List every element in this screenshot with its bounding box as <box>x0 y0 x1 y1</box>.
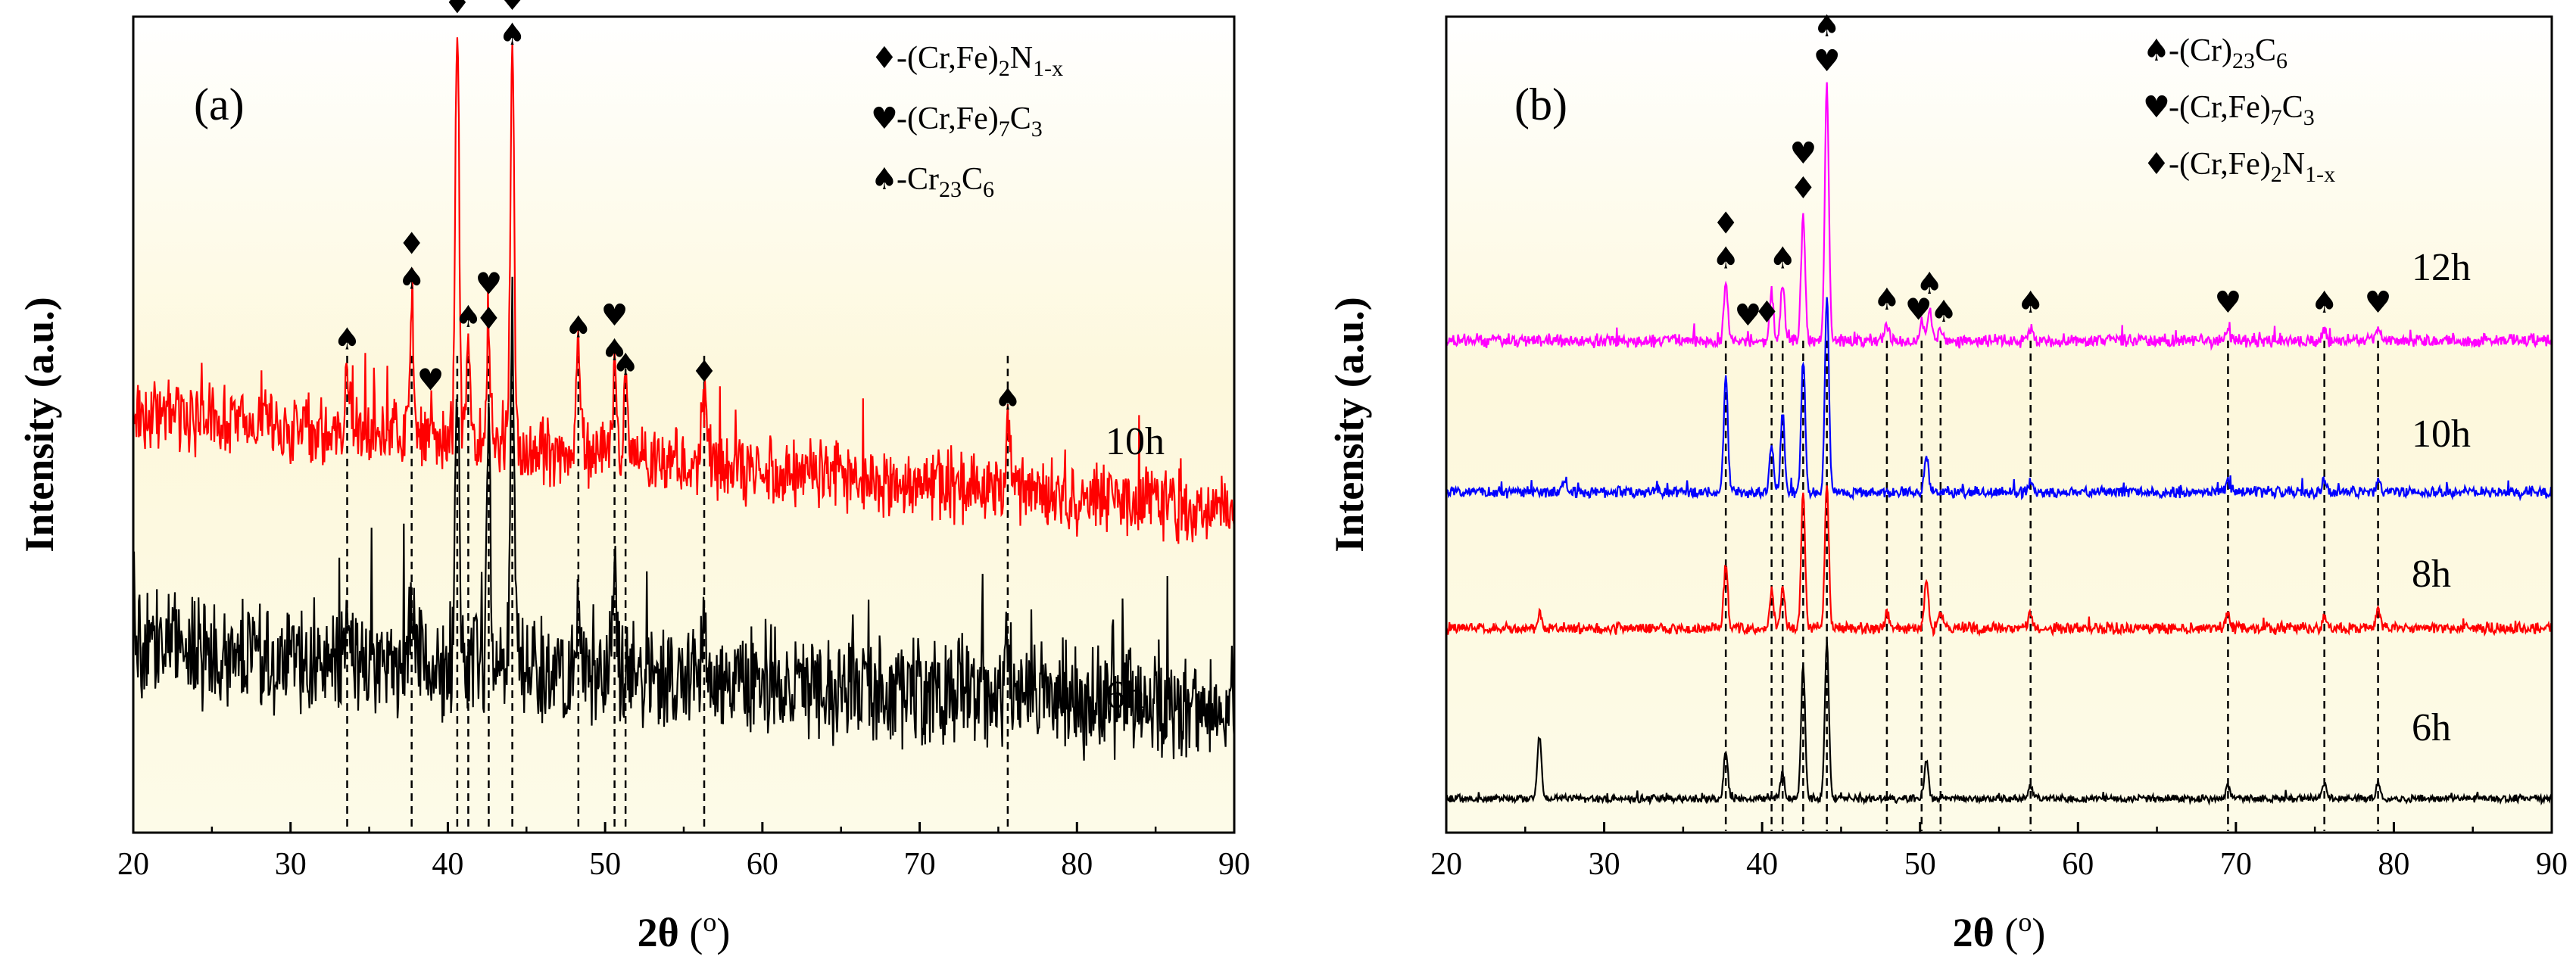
peak-marker: ♥ <box>1734 298 1761 333</box>
peak-marker: ♠ <box>1930 294 1957 329</box>
peak-marker: ♠ <box>1873 282 1901 317</box>
peak-marker: ♥ <box>2365 285 2392 320</box>
series-label-6h: 6h <box>2412 706 2451 749</box>
peak-marker: ♠ <box>1813 9 1841 44</box>
peak-marker: ♠ <box>601 333 628 368</box>
peak-marker: ♦ <box>1789 171 1817 206</box>
peak-annotations: ♠♦♠♥♦♠♥♦♥♠♠ ♥♠♠ ♦♠ <box>334 0 1021 417</box>
legend-symbol: ♦ <box>871 41 898 76</box>
y-axis-label: Intensity (a.u.) <box>1327 297 1372 553</box>
legend-entry: ♠-Cr23C6 <box>871 162 994 202</box>
x-axis-ticks: 20 30 40 50 60 70 80 90 <box>1430 822 2568 882</box>
peak-marker: ♦ <box>691 354 718 389</box>
series-group <box>1446 82 2552 806</box>
legend-label: -(Cr,Fe)2N1-x <box>2169 147 2335 187</box>
x-tick-label: 20 <box>117 847 149 882</box>
peak-marker: ♥ <box>2214 285 2241 320</box>
legend-label: -(Cr,Fe)7C3 <box>2169 90 2315 130</box>
panel-label: (b) <box>1514 79 1567 129</box>
peak-marker: ♦ <box>1712 206 1739 241</box>
peak-marker: ♠ <box>2017 285 2044 320</box>
series-label-12h: 12h <box>2412 246 2471 289</box>
series-line-6h <box>1446 641 2552 806</box>
series-line-10h <box>1446 297 2552 502</box>
peak-marker: ♥ <box>1789 136 1817 171</box>
peak-marker: ♠ <box>398 261 426 296</box>
peak-marker: ♠ <box>334 322 361 357</box>
x-tick-label: 80 <box>2378 847 2409 882</box>
plot-background <box>1446 17 2552 833</box>
series-line-8h <box>1446 485 2552 637</box>
x-tick-label: 30 <box>1589 847 1620 882</box>
peak-annotations: ♦♠♥♦♠♥♦♠♥♠ ♥♠♠ ♠ ♥ ♠ ♥ <box>1712 9 2391 333</box>
y-axis-label: Intensity (a.u.) <box>17 297 62 553</box>
legend-entry: ♥-(Cr,Fe)7C3 <box>2143 90 2315 130</box>
x-axis-ticks: 20 30 40 50 60 70 80 90 <box>117 822 1250 882</box>
legend-symbol: ♠ <box>2143 33 2170 68</box>
x-axis-label: 2θ (o) <box>1953 907 2046 955</box>
peak-marker: ♦ <box>476 302 503 337</box>
peak-marker: ♥ <box>417 363 444 398</box>
series-label-10h: 10h <box>1106 420 1165 463</box>
series-label-6h: 6h <box>1106 674 1145 717</box>
peak-marker: ♥ <box>1905 293 1932 328</box>
x-tick-label: 50 <box>1904 847 1936 882</box>
x-tick-label: 90 <box>2536 847 2568 882</box>
legend-symbol: ♠ <box>871 162 898 197</box>
peak-marker: ♠ <box>612 347 639 382</box>
peak-marker: ♠ <box>499 17 526 52</box>
legend-label: -(Cr,Fe)2N1-x <box>897 41 1063 81</box>
x-tick-label: 90 <box>1218 847 1250 882</box>
legend: ♠-(Cr)23C6 ♥-(Cr,Fe)7C3 ♦-(Cr,Fe)2N1-x <box>2143 33 2335 187</box>
peak-marker: ♠ <box>1916 266 1943 301</box>
series-line-10h <box>133 37 1234 544</box>
legend-symbol: ♦ <box>2143 147 2170 182</box>
peak-marker: ♥ <box>1813 44 1841 79</box>
peak-marker: ♦ <box>1753 295 1780 330</box>
x-tick-label: 20 <box>1430 847 1462 882</box>
peak-marker: ♠ <box>994 382 1021 417</box>
legend-entry: ♦-(Cr,Fe)2N1-x <box>2143 147 2335 187</box>
peak-marker: ♦ <box>398 226 426 261</box>
x-tick-label: 80 <box>1061 847 1093 882</box>
peak-marker: ♥ <box>499 0 526 17</box>
peak-marker: ♠ <box>1712 241 1739 276</box>
legend-label: -Cr23C6 <box>897 162 994 202</box>
peak-marker: ♥ <box>601 298 628 333</box>
series-label-10h: 10h <box>2412 413 2471 456</box>
legend-label: -(Cr)23C6 <box>2169 33 2288 73</box>
x-tick-label: 70 <box>904 847 936 882</box>
reference-lines <box>1724 341 2379 831</box>
x-tick-label: 70 <box>2220 847 2252 882</box>
legend-label: -(Cr,Fe)7C3 <box>897 101 1043 142</box>
peak-marker: ♠ <box>1769 241 1796 276</box>
x-axis-label: 2θ (o) <box>638 907 731 955</box>
legend-symbol: ♥ <box>2143 90 2170 125</box>
legend-entry: ♦-(Cr,Fe)2N1-x <box>871 41 1063 81</box>
series-line-6h <box>133 276 1234 761</box>
x-tick-label: 60 <box>2062 847 2094 882</box>
peak-marker: ♠ <box>455 300 482 335</box>
x-tick-label: 60 <box>747 847 778 882</box>
series-label-8h: 8h <box>2412 553 2451 596</box>
x-tick-label: 30 <box>275 847 307 882</box>
peak-marker: ♥ <box>476 267 503 302</box>
legend-symbol: ♥ <box>871 101 898 136</box>
panel-label: (a) <box>194 79 245 129</box>
series-line-12h <box>1446 82 2552 351</box>
x-tick-label: 40 <box>1746 847 1778 882</box>
legend-entry: ♠-(Cr)23C6 <box>2143 33 2288 73</box>
x-tick-label: 40 <box>432 847 463 882</box>
series-group <box>133 37 1234 761</box>
peak-marker: ♠ <box>565 310 592 344</box>
peak-marker: ♠ <box>2311 285 2338 320</box>
legend: ♦-(Cr,Fe)2N1-x ♥-(Cr,Fe)7C3 ♠-Cr23C6 <box>871 41 1063 202</box>
legend-entry: ♥-(Cr,Fe)7C3 <box>871 101 1043 142</box>
x-tick-label: 50 <box>589 847 621 882</box>
